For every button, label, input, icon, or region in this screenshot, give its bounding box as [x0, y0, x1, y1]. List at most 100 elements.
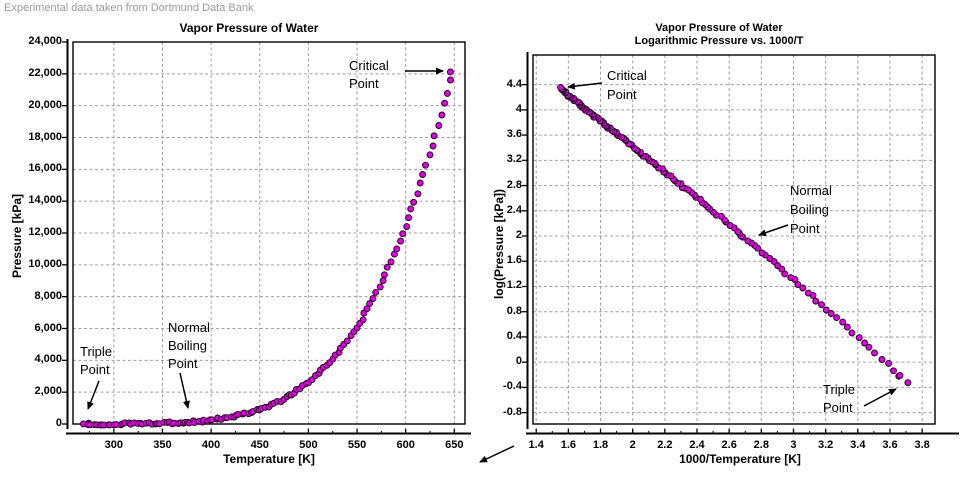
y-tick-label: 2,000	[34, 385, 62, 398]
plot-frame	[72, 41, 466, 425]
y-tick-label: 20,000	[28, 98, 62, 111]
x-tick-label: 3	[790, 439, 797, 451]
data-point	[885, 359, 893, 367]
data-point	[822, 306, 830, 314]
data-point	[833, 314, 841, 322]
right-chart-subtitle: Logarithmic Pressure vs. 1000/T	[634, 35, 804, 47]
annotation-line: Critical	[349, 58, 389, 73]
data-point	[387, 258, 395, 266]
data-source-note: Experimental data taken from Dortmund Da…	[4, 2, 254, 14]
y-tick-label: 24,000	[28, 35, 62, 47]
x-tick-label: 3.4	[850, 439, 866, 451]
data-point	[878, 356, 886, 363]
data-point	[369, 295, 377, 303]
data-point	[430, 132, 438, 140]
data-point	[426, 151, 434, 159]
y-tick-label: 10,000	[28, 257, 62, 270]
data-point	[383, 263, 391, 271]
data-point	[865, 343, 873, 351]
annotation-critical-point: Critical Point	[607, 66, 647, 104]
y-tick-label: -0.4	[503, 380, 522, 393]
y-tick-label: 16,000	[28, 162, 62, 175]
data-point	[871, 349, 878, 357]
left-triple-point-arrow	[87, 380, 100, 410]
x-tick-label: 350	[153, 439, 172, 451]
data-point	[766, 255, 774, 262]
data-point	[438, 111, 446, 119]
stray-arrow	[479, 445, 515, 463]
y-tick-label: 2.4	[506, 203, 522, 216]
y-tick-label: 4,000	[34, 353, 62, 366]
annotation-line: Point	[168, 356, 198, 371]
y-tick-label: 2	[515, 229, 522, 242]
data-point	[416, 179, 424, 187]
x-tick-label: 2.6	[721, 439, 737, 451]
annotation-line: Point	[607, 87, 637, 102]
annotation-line: Triple	[823, 382, 856, 397]
left-x-axis-title: Temperature [K]	[223, 452, 315, 466]
y-tick-label: 0	[55, 417, 62, 429]
y-tick-label: 0.8	[506, 304, 522, 317]
annotation-line: Boiling	[168, 338, 208, 353]
data-point	[419, 171, 427, 178]
data-point	[843, 323, 851, 331]
x-tick-label: 1.8	[592, 439, 609, 451]
data-point	[799, 284, 807, 292]
annotation-critical-point: Critical Point	[349, 57, 389, 93]
annotation-line: Normal	[168, 320, 210, 335]
x-tick-label: 400	[201, 439, 221, 451]
data-point	[343, 337, 351, 345]
data-point	[447, 76, 454, 84]
y-tick-label: 3.2	[506, 153, 522, 166]
y-tick-label: 3.6	[506, 128, 522, 141]
left-chart-title: Vapor Pressure of Water	[179, 21, 319, 35]
x-tick-label: 1.6	[560, 439, 577, 451]
data-point	[405, 214, 413, 222]
annotation-line: Point	[790, 221, 820, 236]
annotation-line: Critical	[607, 68, 647, 83]
data-point	[441, 99, 449, 107]
data-point	[397, 237, 405, 245]
data-point	[429, 142, 437, 150]
data-point	[422, 161, 429, 169]
data-point	[410, 198, 418, 206]
annotation-triple-point: Triple Point	[80, 343, 112, 379]
x-tick-label: 3.2	[817, 439, 834, 451]
right-chart-title: Vapor Pressure of Water	[655, 22, 783, 34]
x-tick-label: 600	[396, 439, 415, 451]
x-tick-label: 450	[250, 439, 269, 451]
right-triple-point-arrow	[863, 388, 897, 407]
right-critical-point-arrow	[567, 82, 603, 90]
y-tick-label: 22,000	[28, 66, 62, 79]
annotation-line: Point	[349, 76, 379, 91]
data-point	[758, 249, 766, 257]
y-tick-label: 12,000	[28, 226, 62, 238]
data-point	[414, 190, 422, 198]
data-point	[399, 230, 407, 238]
data-point	[827, 310, 835, 317]
data-point	[380, 271, 388, 279]
data-point	[446, 68, 454, 76]
data-point	[403, 223, 411, 231]
data-point	[787, 274, 795, 282]
data-point	[435, 122, 443, 129]
data-point	[443, 89, 451, 97]
data-point	[890, 367, 897, 375]
data-point	[407, 205, 415, 213]
plot-frame	[532, 54, 936, 425]
data-point	[379, 277, 387, 285]
x-tick-label: 3.6	[882, 439, 898, 451]
annotation-line: Boiling	[790, 202, 830, 217]
data-point	[359, 316, 367, 324]
right-normal-boiling-point-arrow	[758, 224, 789, 237]
annotation-normal-boiling-point: Normal Boiling Point	[168, 319, 210, 373]
data-point	[557, 83, 565, 91]
y-tick-label: 1.2	[506, 279, 522, 292]
y-tick-label: 4	[515, 102, 522, 115]
data-point	[376, 283, 384, 291]
annotation-line: Normal	[790, 183, 832, 198]
data-point	[818, 301, 825, 309]
data-point	[848, 329, 856, 337]
right-x-axis-title: 1000/Temperature [K]	[679, 452, 801, 466]
y-tick-label: 1.6	[506, 254, 522, 267]
